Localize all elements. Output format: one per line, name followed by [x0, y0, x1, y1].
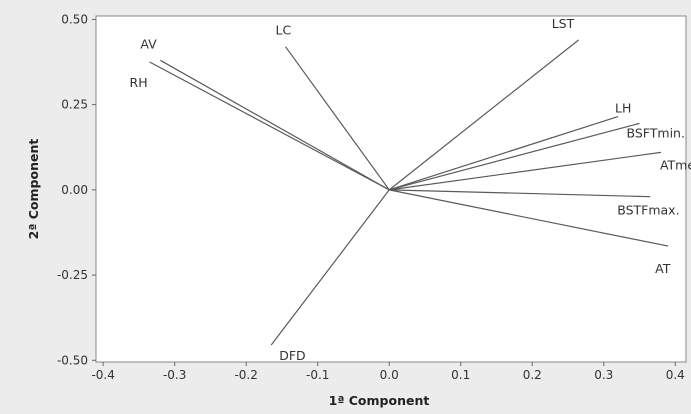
y-tick-label: -0.50	[57, 353, 88, 367]
axes-group: -0.4 -0.3 -0.2 -0.1 0.0 0.1 0.2 0.3 0.4 -0.50 -0.2…	[57, 12, 685, 382]
vector-label: LC	[276, 23, 292, 38]
vector-label: LST	[552, 16, 575, 31]
vector-label: ATmed.	[660, 157, 691, 172]
x-tick-label: 0.2	[523, 368, 542, 382]
x-axis-title: 1ª Component	[329, 393, 430, 408]
vector-atmed	[389, 151, 662, 191]
y-tick-label: 0.00	[61, 183, 88, 197]
vector-label: RH	[130, 75, 148, 90]
x-tick-label: -0.2	[234, 368, 257, 382]
y-tick-label: 0.25	[61, 98, 88, 112]
y-tick-label: -0.25	[57, 268, 88, 282]
vector-av	[160, 59, 390, 191]
vector-label: AT	[655, 261, 671, 276]
x-tick-label: 0.4	[666, 368, 685, 382]
vector-label: LH	[615, 101, 631, 116]
vector-rh	[149, 61, 390, 191]
vector-bstfmax	[389, 189, 651, 198]
vector-label: DFD	[279, 348, 305, 363]
vector-at	[389, 189, 669, 247]
vector-label: BSTFmax.	[617, 203, 679, 218]
vector-lc	[285, 46, 390, 191]
y-tick-label: 0.50	[61, 12, 88, 26]
vector-label: AV	[140, 36, 157, 51]
vector-dfd	[270, 189, 390, 346]
x-tick-label: -0.3	[163, 368, 186, 382]
vectors-group: AV RH LC LST LH BSFTmin. ATmed. BSTFmax. AT DFD	[130, 16, 691, 363]
vector-lh	[389, 115, 619, 191]
x-tick-label: 0.1	[451, 368, 470, 382]
x-tick-label: 0.0	[380, 368, 399, 382]
vector-bsftmin	[389, 122, 640, 191]
x-tick-label: -0.1	[306, 368, 329, 382]
x-tick-label: 0.3	[594, 368, 613, 382]
vector-label: BSFTmin.	[627, 125, 685, 140]
x-tick-label: -0.4	[91, 368, 114, 382]
vector-lst	[388, 39, 580, 191]
y-axis-title: 2ª Component	[26, 139, 41, 240]
